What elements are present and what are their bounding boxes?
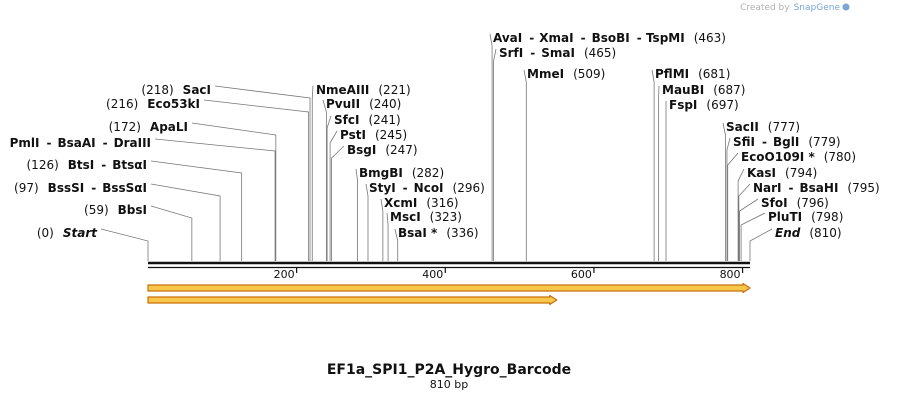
- axis-tick-label: 600: [571, 268, 592, 281]
- site-leader-line: [489, 33, 493, 261]
- site-leader-line: [154, 138, 276, 261]
- sequence-backbone: [148, 261, 750, 269]
- site-label[interactable]: (218) SacI: [141, 83, 211, 97]
- site-label[interactable]: SrfI - SmaI (465): [499, 46, 616, 60]
- site-label[interactable]: SfiI - BglI (779): [733, 135, 841, 149]
- site-leader-line: [214, 85, 311, 261]
- site-label[interactable]: MauBI (687): [662, 83, 745, 97]
- axis-tick-label: 800: [720, 268, 741, 281]
- site-leader-line: [191, 122, 277, 261]
- site-leader-line: [203, 99, 309, 261]
- site-label[interactable]: XcmI (316): [384, 196, 459, 210]
- site-leader-line: [737, 168, 745, 261]
- site-label[interactable]: (172) ApaLI: [109, 120, 188, 134]
- snapgene-credit: Created by SnapGene: [740, 3, 840, 13]
- feature-arrows: [147, 282, 751, 306]
- site-label[interactable]: NmeAIII (221): [316, 83, 411, 97]
- site-leader-line: [326, 115, 332, 261]
- site-leader-line: [739, 198, 759, 261]
- site-leader-line: [329, 130, 338, 261]
- site-leader-line: [727, 152, 739, 261]
- site-label[interactable]: FspI (697): [669, 98, 739, 112]
- site-leaders: [100, 33, 773, 261]
- site-label[interactable]: BsaI * (336): [398, 226, 479, 240]
- site-leader-line: [331, 145, 345, 261]
- restriction-site-labels: (0) Start (59) BbsI (97) BssSI - BssSαI (126) Bts…: [0, 31, 880, 240]
- site-label[interactable]: KasI (794): [747, 166, 817, 180]
- site-label[interactable]: SfoI (796): [761, 196, 829, 210]
- site-leader-line: [493, 48, 497, 261]
- site-leader-line: [722, 122, 726, 261]
- site-label[interactable]: MmeI (509): [527, 67, 605, 81]
- site-leader-line: [150, 160, 243, 261]
- sequence-name: EF1a_SPI1_P2A_Hygro_Barcode: [327, 362, 571, 378]
- site-leader-line: [651, 69, 655, 261]
- site-label[interactable]: NarI - BsaHI (795): [753, 181, 880, 195]
- site-label[interactable]: (0) Start: [37, 226, 98, 240]
- site-leader-line: [150, 205, 193, 261]
- site-label[interactable]: MscI (323): [390, 210, 462, 224]
- site-label[interactable]: (171)PmlI-BsaAI-DraIII: [0, 136, 151, 150]
- site-leader-line: [355, 168, 358, 261]
- site-label[interactable]: (97) BssSI - BssSαI: [14, 181, 147, 195]
- site-label[interactable]: EcoO109I * (780): [741, 150, 856, 164]
- site-leader-line: [322, 99, 327, 261]
- site-label[interactable]: PluTI (798): [768, 210, 843, 224]
- site-label[interactable]: SacII (777): [726, 120, 800, 134]
- site-leader-line: [394, 228, 399, 261]
- site-label[interactable]: SfcI (241): [334, 113, 401, 127]
- axis-tick-label: 200: [274, 268, 295, 281]
- site-label[interactable]: PvuII (240): [326, 97, 401, 111]
- site-label[interactable]: PflMI (681): [655, 67, 730, 81]
- sequence-length: 810 bp: [430, 378, 468, 391]
- site-leader-line: [365, 183, 369, 261]
- site-leader-line: [380, 198, 384, 261]
- axis-tick-label: 400: [422, 268, 443, 281]
- site-label[interactable]: (126) BtsI - BtsαI: [27, 158, 148, 172]
- snapgene-logo-icon: [842, 3, 850, 11]
- site-leader-line: [523, 69, 527, 261]
- feature-arrow-1[interactable]: [147, 282, 751, 294]
- site-leader-line: [311, 85, 314, 261]
- site-label[interactable]: AvaI - XmaI - BsoBI - TspMI (463): [493, 31, 726, 45]
- site-label[interactable]: StyI - NcoI (296): [369, 181, 485, 195]
- site-label[interactable]: (59) BbsI: [84, 203, 147, 217]
- site-leader-line: [386, 212, 389, 261]
- site-leader-line: [150, 183, 221, 261]
- site-label[interactable]: (216) Eco53kI: [106, 97, 200, 111]
- site-leader-line: [726, 137, 731, 261]
- site-leader-line: [740, 212, 766, 261]
- site-leader-line: [749, 228, 773, 261]
- position-axis: 200 400 600 800: [274, 268, 744, 281]
- site-leader-line: [100, 228, 149, 261]
- site-label[interactable]: PstI (245): [340, 128, 407, 142]
- site-leader-line: [738, 183, 751, 261]
- site-label[interactable]: End (810): [775, 226, 842, 240]
- feature-arrow-2[interactable]: [147, 294, 558, 306]
- site-label[interactable]: BmgBI (282): [359, 166, 444, 180]
- site-label[interactable]: BsgI (247): [347, 143, 418, 157]
